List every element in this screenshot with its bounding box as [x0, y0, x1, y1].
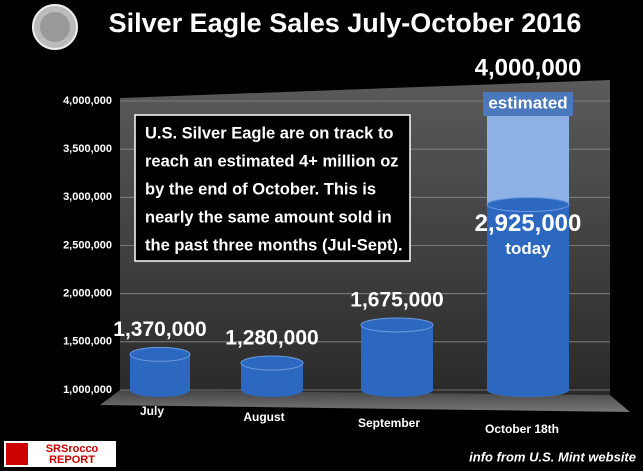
y-tick-label: 3,000,000 [63, 191, 112, 203]
annotation-line: nearly the same amount sold in [145, 208, 392, 226]
bar-top [360, 317, 434, 333]
x-tick-label: July [140, 404, 164, 418]
y-tick-label: 2,000,000 [63, 288, 112, 300]
annotation-line: by the end of October. This is [145, 180, 376, 198]
source-note: info from U.S. Mint website [469, 449, 636, 464]
value-label: 1,675,000 [350, 289, 443, 312]
y-tick-label: 3,500,000 [63, 143, 112, 155]
y-tick-label: 4,000,000 [63, 95, 112, 107]
logo-icon [6, 443, 28, 465]
bar-top [486, 197, 570, 213]
annotation-box [134, 114, 411, 262]
annotation-line: U.S. Silver Eagle are on track to [145, 124, 394, 142]
y-tick-label: 1,500,000 [63, 336, 112, 348]
coin-icon-inner [40, 12, 70, 42]
bar [487, 204, 569, 397]
annotation-line: reach an estimated 4+ million oz [145, 152, 399, 170]
bar-top [240, 355, 304, 371]
x-tick-label: October 18th [485, 422, 559, 436]
bar [241, 363, 303, 397]
annotation: U.S. Silver Eagle are on track to reach a… [145, 124, 403, 254]
value-label: 1,370,000 [113, 318, 206, 341]
series-label: today [505, 239, 551, 258]
value-label: 2,925,000 [475, 210, 582, 237]
y-tick-label: 1,000,000 [63, 384, 112, 396]
y-tick-label: 2,500,000 [63, 239, 112, 251]
x-tick-label: August [243, 410, 284, 424]
value-label: 1,280,000 [225, 327, 318, 350]
bar [361, 324, 433, 397]
series-label: estimated [488, 93, 567, 112]
logo-text: SRSrocco [46, 443, 99, 455]
series-label-bg [483, 92, 573, 116]
bar-top [129, 346, 191, 362]
value-label: 4,000,000 [475, 54, 582, 81]
plot: 1,000,000 1,500,000 2,000,000 2,500,000 3,00… [63, 54, 610, 436]
plot-floor [100, 390, 630, 412]
chart-title: Silver Eagle Sales July-October 2016 [109, 8, 582, 38]
bar [130, 354, 190, 397]
x-tick-label: September [358, 416, 420, 430]
annotation-line: the past three months (Jul-Sept). [145, 236, 403, 254]
logo-text: REPORT [49, 454, 95, 466]
